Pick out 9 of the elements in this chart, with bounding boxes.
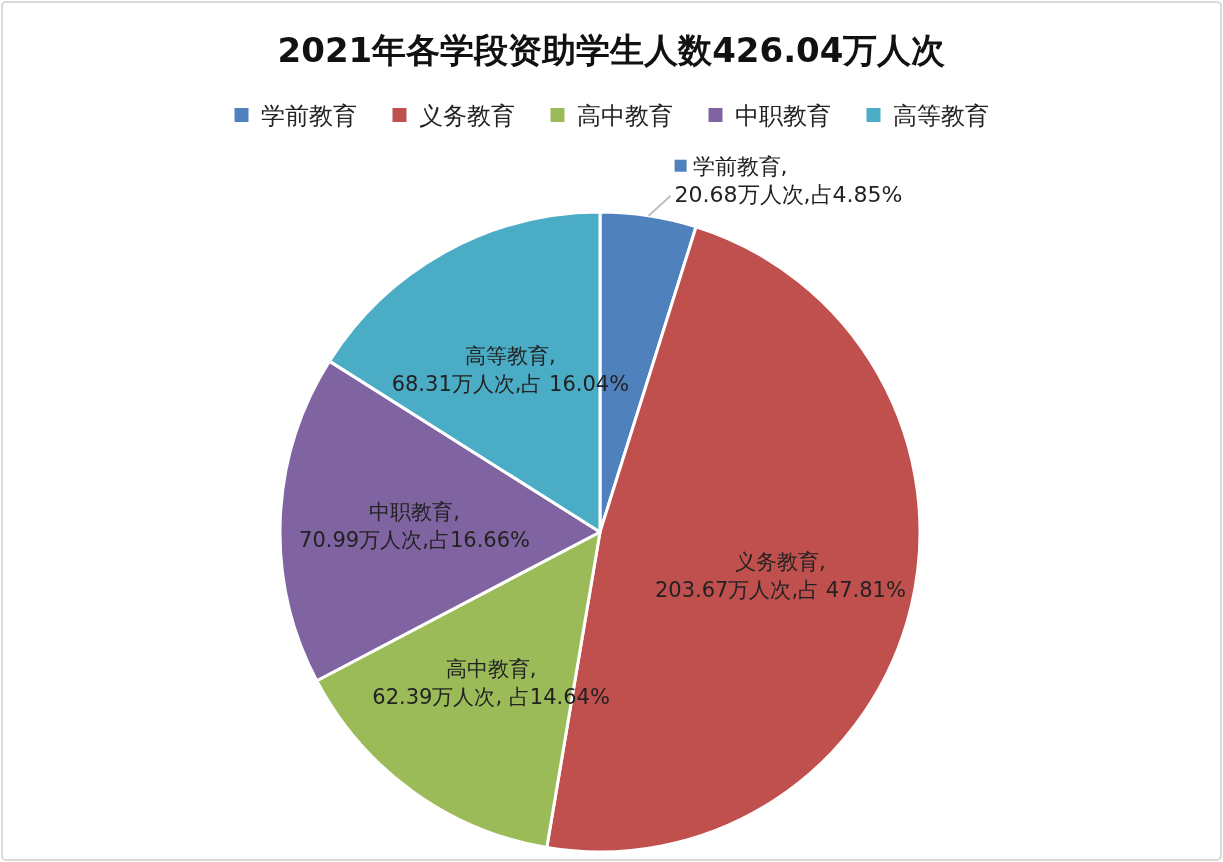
legend-label: 高等教育: [892, 102, 989, 130]
legend-label: 学前教育: [260, 102, 357, 130]
chart-title: 2021年各学段资助学生人数426.04万人次: [277, 30, 946, 70]
data-label: 学前教育,20.68万人次,占4.85%: [674, 153, 903, 207]
legend-label: 义务教育: [418, 102, 515, 130]
legend-label: 中职教育: [734, 102, 831, 130]
data-label: 义务教育,203.67万人次,占 47.81%: [655, 550, 906, 603]
legend-label: 高中教育: [576, 102, 673, 130]
data-label: 中职教育,70.99万人次,占16.66%: [299, 499, 530, 552]
